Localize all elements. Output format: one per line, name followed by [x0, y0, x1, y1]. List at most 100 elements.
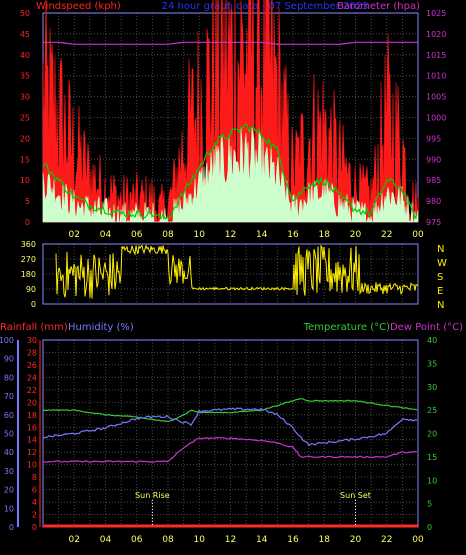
wind-y-tick: 50 [20, 9, 30, 18]
compass-label: E [437, 286, 443, 297]
wind-y-tick: 30 [20, 93, 30, 102]
sunrise-label: Sun Rise [135, 491, 170, 500]
wind-y-tick: 35 [20, 72, 30, 81]
rainfall-y-tick: 18 [27, 411, 37, 420]
x-tick-label: 04 [100, 535, 112, 545]
direction-y-tick: 90 [26, 285, 36, 294]
x-tick-label: 10 [194, 535, 206, 545]
temperature-axis-label: Temperature (°C) [303, 322, 390, 333]
x-tick-label: 02 [69, 535, 80, 545]
rainfall-y-tick: 12 [27, 448, 37, 457]
x-tick-label: 06 [131, 535, 143, 545]
humidity-y-tick: 20 [4, 486, 14, 495]
barometer-y-tick: 1020 [426, 30, 446, 39]
humidity-y-tick: 30 [4, 467, 14, 476]
wind-speed-light-series [42, 126, 419, 224]
rainfall-axis-label: Rainfall (mm) [0, 322, 68, 333]
direction-y-tick: 270 [21, 255, 36, 264]
rainfall-y-tick: 24 [27, 373, 37, 382]
barometer-series [43, 41, 418, 45]
x-tick-label: 02 [69, 230, 80, 240]
x-tick-label: 16 [287, 230, 299, 240]
x-tick-label: 12 [225, 535, 236, 545]
wind-barometer-panel: 0510152025303540455097598098599099510001… [20, 0, 446, 240]
humidity-y-tick: 50 [4, 430, 14, 439]
rainfall-y-tick: 22 [27, 386, 37, 395]
rainfall-y-tick: 6 [32, 486, 37, 495]
rainfall-y-tick: 4 [32, 498, 37, 507]
compass-label: W [437, 258, 447, 269]
x-tick-label: 10 [194, 230, 206, 240]
dewpoint-series [42, 436, 417, 463]
dewpoint-axis-label: Dew Point (°C) [390, 322, 463, 333]
rainfall-y-tick: 28 [27, 348, 37, 357]
x-tick-label: 14 [256, 535, 268, 545]
temperature-y-tick: 40 [427, 336, 437, 345]
temperature-y-tick: 30 [427, 383, 437, 392]
x-tick-label: 06 [131, 230, 143, 240]
rainfall-y-tick: 16 [27, 423, 37, 432]
barometer-y-tick: 1005 [426, 93, 446, 102]
x-tick-label: 12 [225, 230, 236, 240]
humidity-y-tick: 40 [4, 448, 14, 457]
barometer-y-tick: 1010 [426, 72, 446, 81]
wind-axis-label: Windspeed (kph) [36, 1, 121, 12]
wind-y-tick: 20 [20, 134, 30, 143]
x-tick-label: 22 [381, 535, 392, 545]
rainfall-y-tick: 2 [32, 511, 37, 520]
temperature-y-tick: 20 [427, 430, 437, 439]
plot-border [42, 243, 419, 305]
temperature-y-tick: 35 [427, 359, 437, 368]
x-tick-label: 16 [287, 535, 299, 545]
humidity-y-tick: 80 [4, 373, 14, 382]
x-tick-label: 18 [319, 535, 331, 545]
wind-gust-series [42, 0, 419, 223]
x-tick-label: 20 [350, 230, 362, 240]
barometer-y-tick: 980 [426, 197, 441, 206]
temperature-y-tick: 10 [427, 476, 437, 485]
x-tick-label: 08 [162, 535, 174, 545]
x-tick-label: 20 [350, 535, 362, 545]
rainfall-y-tick: 8 [32, 473, 37, 482]
direction-y-tick: 180 [21, 270, 36, 279]
barometer-y-tick: 990 [426, 155, 441, 164]
wind-direction-series [55, 244, 419, 299]
wind-y-tick: 45 [20, 30, 30, 39]
humidity-y-tick: 90 [4, 355, 14, 364]
wind-y-tick: 15 [20, 155, 30, 164]
compass-label: N [437, 300, 444, 311]
compass-label: N [437, 244, 444, 255]
wind-y-tick: 5 [25, 197, 30, 206]
direction-y-tick: 360 [21, 240, 36, 249]
barometer-y-tick: 975 [426, 218, 441, 227]
humidity-series [42, 407, 418, 447]
chart-title: 24 hour graph data - 07 September 2023 [162, 1, 369, 12]
direction-y-tick: 0 [31, 300, 36, 309]
x-tick-label: 04 [100, 230, 112, 240]
temperature-y-tick: 0 [427, 523, 432, 532]
wind-y-tick: 10 [20, 176, 30, 185]
humidity-y-tick: 70 [4, 392, 14, 401]
x-tick-label: 14 [256, 230, 268, 240]
temperature-series [42, 398, 418, 423]
rainfall-y-tick: 26 [27, 361, 37, 370]
barometer-y-tick: 1015 [426, 51, 446, 60]
rainfall-y-tick: 30 [27, 336, 37, 345]
wind-y-tick: 40 [20, 51, 30, 60]
barometer-axis-label: Barometer (hpa) [337, 1, 420, 12]
wind-y-tick: 25 [20, 114, 30, 123]
x-tick-label: 18 [319, 230, 331, 240]
rainfall-y-tick: 10 [27, 461, 37, 470]
rainfall-y-tick: 0 [32, 523, 37, 532]
barometer-y-tick: 1025 [426, 9, 446, 18]
rainfall-y-tick: 14 [27, 436, 37, 445]
temperature-humidity-panel: 0102030405060708090100024681012141618202… [0, 336, 437, 545]
compass-label: S [437, 272, 443, 283]
humidity-y-tick: 10 [4, 504, 14, 513]
barometer-y-tick: 1000 [426, 114, 446, 123]
rainfall-y-tick: 20 [27, 398, 37, 407]
wind-y-tick: 0 [25, 218, 30, 227]
x-tick-label: 00 [412, 535, 424, 545]
